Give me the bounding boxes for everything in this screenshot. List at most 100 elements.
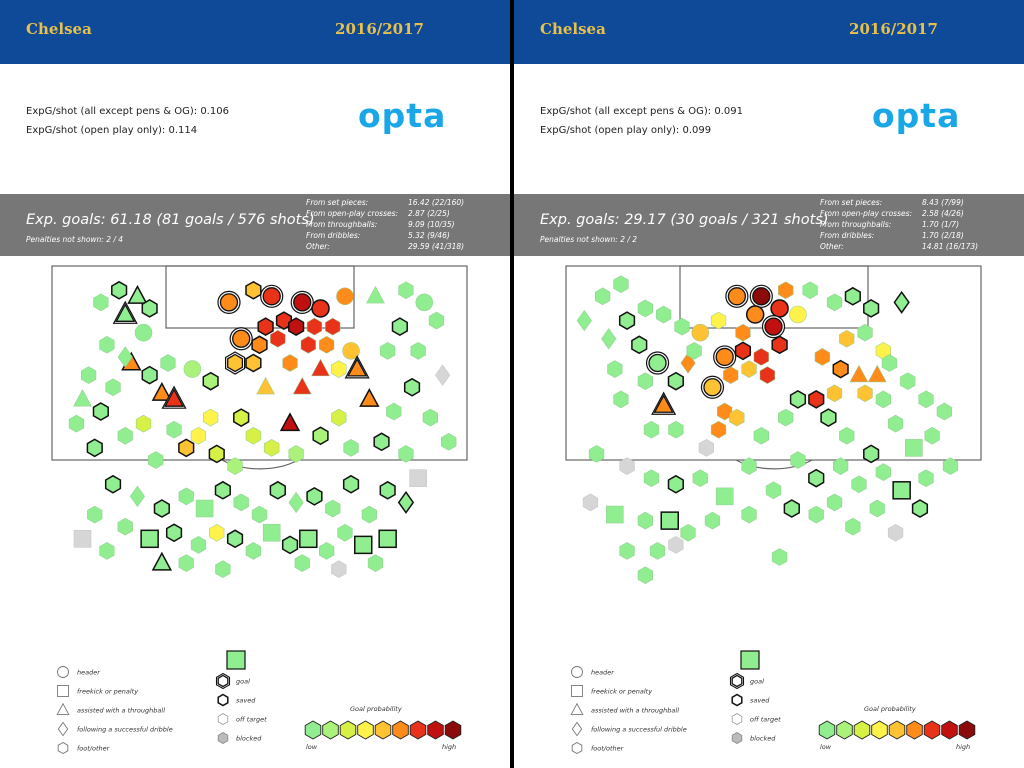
shot-point-off-target [160,354,176,372]
shot-point-off-target [178,554,194,572]
shot-point-off-target [905,439,923,457]
legend-probability-swatch [871,720,888,740]
shot-point-saved [618,311,636,330]
shot-point-off-target [262,523,281,542]
shot-point-saved [397,490,415,514]
shot-point-off-target [166,420,182,439]
breakdown-value: 14.81 (16/173) [922,242,979,251]
legend-high-label: high [956,743,970,751]
legend-probability-swatch [906,720,923,740]
breakdown-value: 1.70 (1/7) [922,220,960,229]
shot-point-off-target [601,328,617,350]
legend-outcome-label: blocked [750,735,776,743]
legend-dribble-icon [57,721,69,737]
shot-point-off-target [875,390,892,409]
legend-probability-swatch [888,720,906,740]
shot-point-saved [269,480,286,500]
shot-point-off-target [318,335,335,354]
shot-point-off-target [765,481,782,500]
legend-outcome-label: goal [750,678,764,686]
summary-band: Exp. goals: 61.18 (81 goals / 576 shots)… [0,194,510,256]
breakdown-value: 16.42 (22/160) [408,198,465,207]
breakdown-value: 1.70 (2/18) [922,231,964,240]
shot-point-off-target [386,402,402,421]
breakdown-label: From dribbles: [306,231,361,240]
legend-probability-swatch [958,720,976,740]
shot-point-off-target [845,517,861,536]
shot-point-off-target [881,354,898,372]
shot-point-saved [281,535,299,555]
shot-point-off-target [245,426,262,445]
legend-shape-label: freekick or penalty [77,688,138,696]
shot-point-off-target [691,323,710,342]
shot-point-off-target [936,402,953,421]
legend-goal-example [226,650,246,670]
legend-probability-swatch [409,720,427,740]
legend-freekick-icon [57,685,69,697]
shot-point-saved [354,535,373,555]
shot-point-off-target [129,485,146,508]
shot-point-off-target [942,457,959,475]
xg-headline: Exp. goals: 29.17 (30 goals / 321 shots) [540,212,829,228]
legend-probability-swatch [444,720,462,740]
shot-point-saved [863,444,880,464]
shot-point-blocked [582,493,599,512]
shot-point-off-target [178,487,194,506]
breakdown-row: From open-play crosses: 2.87 (2/25) [306,209,506,220]
breakdown-row: From dribbles: 5.32 (9/46) [306,231,506,242]
shot-point-off-target [318,542,335,560]
breakdown-label: From open-play crosses: [306,209,399,218]
shot-point-saved [734,341,752,361]
breakdown-label: From dribbles: [820,231,875,240]
shot-point-saved [808,390,825,409]
shot-map-panel-right: Chelsea 2016/2017 ExpG/shot (all except … [514,0,1024,768]
shot-point-off-target [195,499,214,518]
shot-point-saved [359,388,380,407]
shot-point-off-target [735,323,751,342]
shot-point-saved [342,474,360,494]
shot-point-off-target [686,342,702,360]
penalties-note: Penalties not shown: 2 / 4 [26,235,124,244]
legend-header-icon [57,666,69,678]
shot-point-off-target [311,358,330,377]
shot-point-off-target [251,505,268,524]
legend-goal-icon [217,674,229,688]
legend-shape-label: header [591,669,615,677]
breakdown-label: From throughballs: [820,220,892,229]
shot-point-off-target [668,420,684,439]
shot-point-saved [783,499,800,518]
shot-point-saved [141,299,158,318]
legend-probability-swatch [853,720,871,740]
shot-point-off-target [924,426,940,445]
shot-point-off-target [741,505,757,524]
shot-point-blocked [887,523,904,542]
legend-probability-swatch [818,720,836,740]
shot-points [68,280,457,578]
summary-band: Exp. goals: 29.17 (30 goals / 321 shots)… [514,194,1024,256]
shot-point-off-target [282,354,298,372]
legend-probability-swatch [392,720,409,740]
breakdown-row: Other: 29.59 (41/318) [306,242,506,253]
shot-point-off-target [741,360,757,378]
breakdown-label: From open-play crosses: [820,209,913,218]
shot-point-goal [752,287,771,306]
shot-point-off-target [771,548,788,566]
shot-point-off-target [729,408,745,427]
legend-probability-swatch [304,720,322,740]
shot-point-saved [771,335,788,355]
shot-legend: header freekick or penalty assisted with a… [56,650,462,755]
shot-point-blocked [331,560,347,578]
shot-point-off-target [73,388,92,407]
shot-point-saved [820,408,837,427]
shot-point-off-target [607,360,623,378]
shot-point-goal [227,353,244,373]
shot-point-off-target [105,378,121,397]
shot-point-off-target [802,281,818,300]
shot-point-off-target [832,457,849,475]
shot-point-off-target [398,445,414,463]
shot-point-off-target [849,364,869,383]
legend-outcome-label: off target [750,716,781,724]
legend-shape-label: assisted with a throughball [77,707,165,715]
legend-off-target-icon [217,713,229,725]
shot-point-saved [279,412,301,432]
